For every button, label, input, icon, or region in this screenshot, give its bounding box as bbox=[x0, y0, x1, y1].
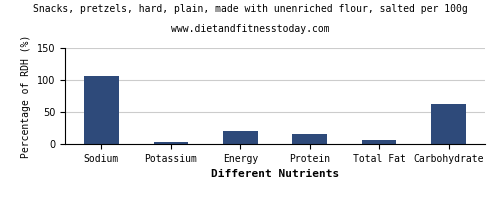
Bar bbox=[431, 104, 466, 144]
Y-axis label: Percentage of RDH (%): Percentage of RDH (%) bbox=[21, 34, 31, 158]
Bar bbox=[84, 76, 119, 144]
X-axis label: Different Nutrients: Different Nutrients bbox=[211, 169, 339, 179]
Bar bbox=[362, 140, 396, 144]
Bar bbox=[292, 134, 327, 144]
Text: Snacks, pretzels, hard, plain, made with unenriched flour, salted per 100g: Snacks, pretzels, hard, plain, made with… bbox=[32, 4, 468, 14]
Bar bbox=[154, 142, 188, 144]
Text: www.dietandfitnesstoday.com: www.dietandfitnesstoday.com bbox=[170, 24, 330, 34]
Bar bbox=[223, 131, 258, 144]
